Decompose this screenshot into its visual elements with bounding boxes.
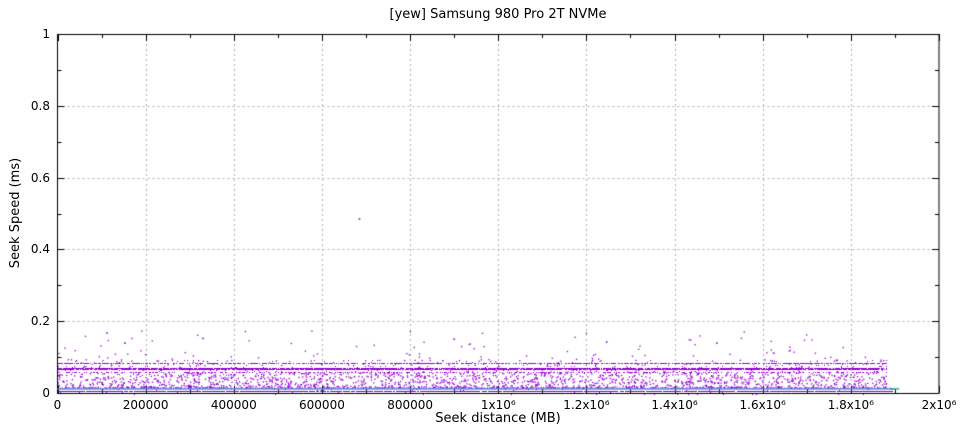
- x-tick-label: 800000: [387, 398, 433, 412]
- y-axis-label: Seek Speed (ms): [8, 157, 23, 269]
- y-tick-label: 0.8: [30, 98, 50, 113]
- y-tick-label: 0.4: [30, 242, 50, 257]
- x-tick-label: 2x10⁶: [921, 398, 957, 412]
- x-tick-label: 200000: [122, 398, 169, 412]
- x-tick-label: 600000: [299, 398, 345, 412]
- x-axis-label: Seek distance (MB): [435, 411, 561, 426]
- x-tick-label: 400000: [210, 398, 257, 412]
- x-tick-label: 1.2x10⁶: [563, 398, 610, 412]
- y-tick-label: 1: [42, 27, 50, 41]
- x-tick-label: 1x10⁶: [480, 398, 516, 412]
- x-tick-label: 0: [53, 398, 62, 412]
- chart-title: [yew] Samsung 980 Pro 2T NVMe: [389, 7, 607, 22]
- y-tick-label: 0: [42, 386, 50, 400]
- x-tick-label: 1.4x10⁶: [651, 398, 698, 412]
- x-tick-label: 1.8x10⁶: [827, 398, 874, 412]
- y-tick-label: 0.2: [30, 314, 50, 329]
- y-tick-label: 0.6: [30, 170, 50, 185]
- x-tick-label: 1.6x10⁶: [739, 398, 786, 412]
